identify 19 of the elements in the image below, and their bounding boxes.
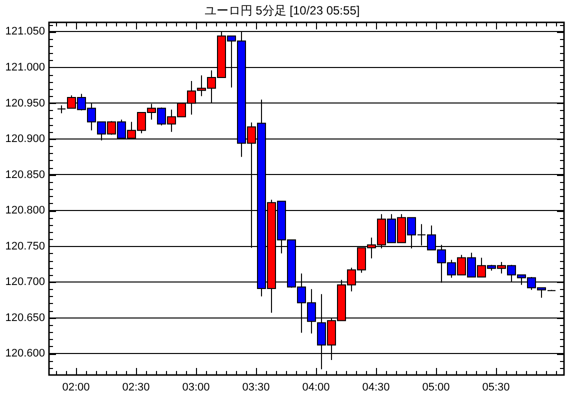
y-tick-label: 120.850: [5, 168, 45, 181]
chart-title: ユーロ円 5分足 [10/23 05:55]: [204, 4, 360, 18]
x-tick-label: 03:00: [182, 382, 210, 394]
x-tick-label: 04:30: [362, 382, 390, 394]
y-tick-label: 120.750: [5, 240, 45, 252]
x-tick-label: 04:00: [302, 382, 330, 394]
y-tick-label: 120.700: [5, 276, 45, 288]
y-tick-label: 120.650: [5, 312, 45, 324]
x-tick-label: 02:30: [122, 382, 150, 394]
x-tick-label: 02:00: [62, 382, 90, 394]
y-tick-label: 121.000: [5, 61, 45, 74]
x-tick-label: 03:30: [242, 382, 270, 394]
y-tick-label: 120.800: [5, 204, 45, 217]
y-tick-label: 121.050: [5, 26, 45, 38]
x-tick-label: 05:00: [422, 382, 450, 394]
x-tick-label: 05:30: [482, 382, 510, 394]
y-tick-label: 120.600: [5, 348, 45, 360]
y-tick-label: 120.900: [5, 133, 45, 146]
y-tick-label: 120.950: [5, 97, 45, 110]
